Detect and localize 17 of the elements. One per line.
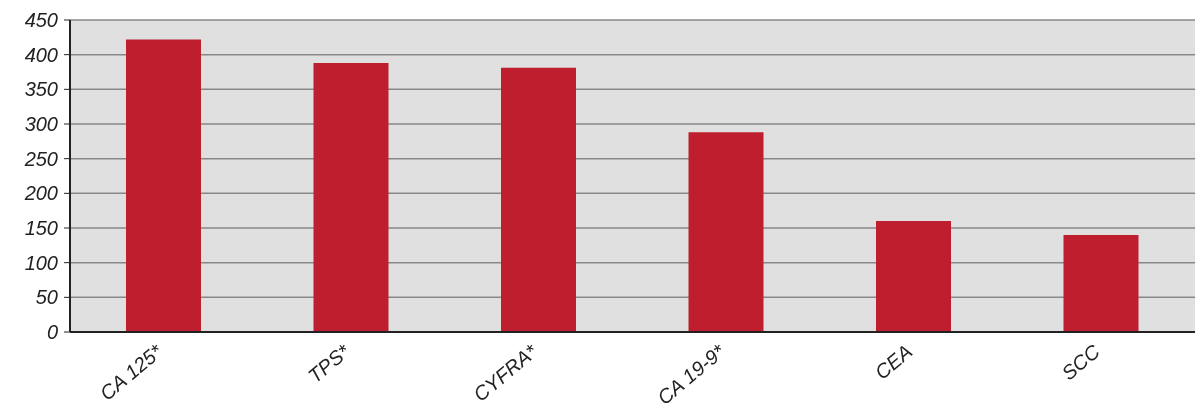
y-tick-label: 350 <box>24 78 58 101</box>
y-tick-label: 200 <box>23 182 58 205</box>
y-tick-label: 0 <box>46 321 58 343</box>
bar <box>876 221 951 332</box>
y-tick-label: 50 <box>35 286 58 309</box>
bar <box>126 39 201 332</box>
y-tick-label: 100 <box>24 251 58 274</box>
y-tick-label: 150 <box>24 217 58 239</box>
x-tick-label: CEA <box>870 340 917 384</box>
bar <box>1063 234 1139 332</box>
y-tick-label: 250 <box>23 147 58 170</box>
bar <box>313 62 389 332</box>
bar <box>688 132 764 332</box>
y-tick-label: 450 <box>24 9 58 31</box>
y-tick-label: 300 <box>24 113 58 135</box>
y-tick-label: 400 <box>24 43 58 66</box>
bar <box>501 67 576 332</box>
